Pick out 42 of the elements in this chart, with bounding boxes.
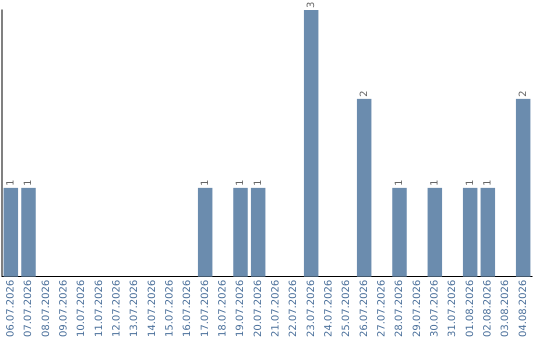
x-tick-label: 07.07.2026 [23, 280, 34, 338]
data-label: 2 [358, 90, 370, 97]
x-tick-label: 25.07.2026 [341, 280, 352, 338]
x-tick-label: 27.07.2026 [376, 280, 388, 338]
x-tick-label: 12.07.2026 [111, 280, 122, 338]
x-tick-label: 13.07.2026 [129, 280, 140, 338]
x-tick-label: 15.07.2026 [164, 280, 176, 338]
data-label: 1 [482, 179, 494, 186]
x-tick-label: 31.07.2026 [447, 280, 458, 338]
x-tick-label: 17.07.2026 [200, 280, 211, 338]
x-tick-label: 11.07.2026 [94, 280, 105, 338]
data-label: 1 [252, 179, 264, 186]
x-tick-label: 06.07.2026 [5, 280, 16, 338]
data-label: 2 [518, 90, 529, 97]
x-tick-label: 19.07.2026 [235, 280, 246, 338]
data-label: 1 [23, 179, 34, 186]
x-tick-label: 21.07.2026 [270, 280, 282, 338]
x-tick-label: 10.07.2026 [76, 280, 88, 338]
x-tick-label: 09.07.2026 [58, 280, 70, 338]
data-label: 3 [306, 2, 317, 8]
x-tick-label: 29.07.2026 [412, 280, 423, 338]
x-tick-label: 01.08.2026 [464, 280, 476, 338]
x-tick-label: 20.07.2026 [252, 280, 264, 338]
x-tick-label: 18.07.2026 [217, 280, 228, 338]
x-tick-label: 22.07.2026 [288, 280, 300, 338]
x-tick-label: 02.08.2026 [482, 280, 494, 338]
x-tick-label: 28.07.2026 [394, 280, 406, 338]
x-tick-label: 23.07.2026 [306, 280, 317, 338]
x-tick-label: 14.07.2026 [146, 280, 158, 338]
x-tick-label: 08.07.2026 [40, 280, 52, 338]
data-label: 1 [235, 179, 246, 186]
x-tick-label: 26.07.2026 [358, 280, 370, 338]
data-label: 1 [429, 179, 440, 186]
x-tick-label: 03.08.2026 [500, 280, 512, 338]
x-tick-label: 16.07.2026 [182, 280, 194, 338]
data-label: 1 [394, 179, 406, 186]
data-label: 1 [5, 179, 16, 186]
x-tick-label: 30.07.2026 [429, 280, 440, 338]
data-label: 1 [464, 179, 476, 186]
data-label: 1 [200, 179, 211, 186]
x-tick-label: 24.07.2026 [323, 280, 334, 338]
x-tick-label: 04.08.2026 [518, 280, 529, 338]
